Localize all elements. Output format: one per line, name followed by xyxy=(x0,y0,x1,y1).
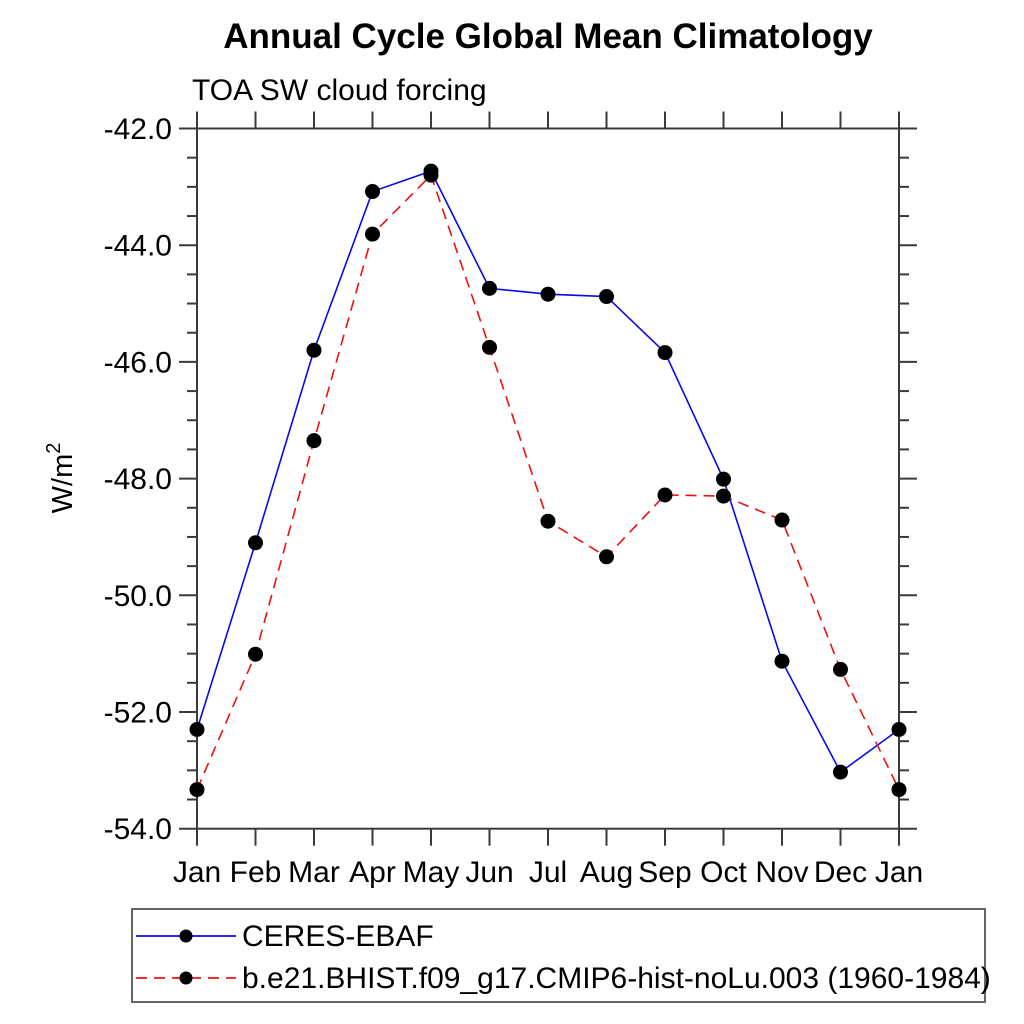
data-point-model-apr xyxy=(365,226,380,242)
x-axis-tick-label: Sep xyxy=(638,856,691,889)
axis-tick-labels: Jan Feb Mar Apr May Jun Jul Aug Sep Oct Nov Dec Jan-… xyxy=(104,113,924,889)
chart-title: Annual Cycle Global Mean Climatology xyxy=(223,17,873,56)
legend: CERES-EBAF b.e21.BHIST.f09_g17.CMIP6-his… xyxy=(131,908,991,1003)
y-axis-tick-label: -46.0 xyxy=(104,346,172,379)
y-axis-tick-label: -54.0 xyxy=(104,813,172,846)
data-point-model-dec xyxy=(833,661,848,677)
data-series xyxy=(189,163,907,798)
data-point-model-nov xyxy=(774,512,790,528)
data-point-ceres-ebaf-mar xyxy=(306,342,322,358)
x-axis-tick-label: Jun xyxy=(465,856,513,889)
data-point-ceres-ebaf-apr xyxy=(365,184,380,200)
data-point-ceres-ebaf-sep xyxy=(657,345,673,361)
y-axis-unit-base: W/m xyxy=(47,454,79,514)
data-point-ceres-ebaf-oct xyxy=(716,471,731,487)
data-point-model-jul xyxy=(540,513,556,529)
axis-ticks xyxy=(179,111,917,846)
y-axis-tick-label: -48.0 xyxy=(104,463,172,496)
x-axis-tick-label: Mar xyxy=(288,856,340,889)
data-point-ceres-ebaf-nov xyxy=(774,653,790,669)
legend-box xyxy=(131,908,986,1003)
plot-border xyxy=(196,127,900,830)
y-axis-unit-label: W/m2 xyxy=(43,443,79,514)
legend-marker-circle-icon xyxy=(179,929,193,943)
y-axis-tick-label: -42.0 xyxy=(104,113,172,146)
data-point-model-jun xyxy=(482,339,497,355)
x-axis-tick-label: Apr xyxy=(349,856,396,889)
data-point-ceres-ebaf-dec xyxy=(833,764,848,780)
chart-subtitle: TOA SW cloud forcing xyxy=(192,74,487,107)
x-axis-tick-label: Dec xyxy=(814,856,867,889)
legend-label-ceres: CERES-EBAF xyxy=(242,920,434,953)
data-point-ceres-ebaf-feb xyxy=(248,535,263,551)
data-point-ceres-ebaf-jul xyxy=(540,286,556,302)
legend-marker-circle-icon xyxy=(179,971,193,985)
y-axis-tick-label: -50.0 xyxy=(104,580,172,613)
series-line-ceres-ebaf xyxy=(196,170,900,774)
data-point-model-feb xyxy=(248,646,263,662)
series-line-model xyxy=(196,173,900,790)
data-point-ceres-ebaf-aug xyxy=(599,289,614,305)
x-axis-tick-label: Jul xyxy=(529,856,567,889)
data-point-model-oct xyxy=(716,488,731,504)
x-axis-tick-label: Aug xyxy=(580,856,633,889)
data-point-model-sep xyxy=(657,487,673,503)
x-axis-tick-label: Oct xyxy=(700,856,747,889)
x-axis-tick-label: Jan xyxy=(173,856,221,889)
data-point-model-jan xyxy=(189,782,205,798)
y-axis-unit-exponent: 2 xyxy=(43,443,65,454)
x-axis-tick-label: Jan xyxy=(875,856,923,889)
data-point-ceres-ebaf-jan xyxy=(891,722,907,738)
data-point-model-aug xyxy=(599,549,614,565)
data-point-model-jan xyxy=(891,782,907,798)
legend-label-model: b.e21.BHIST.f09_g17.CMIP6-hist-noLu.003 … xyxy=(242,962,991,995)
data-point-ceres-ebaf-jan xyxy=(189,722,205,738)
data-point-ceres-ebaf-jun xyxy=(482,280,497,296)
data-point-model-may xyxy=(423,167,439,183)
data-point-model-mar xyxy=(306,433,322,449)
y-axis-tick-label: -44.0 xyxy=(104,230,172,263)
x-axis-tick-label: Nov xyxy=(755,856,808,889)
y-axis-tick-label: -52.0 xyxy=(104,697,172,730)
x-axis-tick-label: May xyxy=(403,856,460,889)
x-axis-tick-label: Feb xyxy=(230,856,282,889)
